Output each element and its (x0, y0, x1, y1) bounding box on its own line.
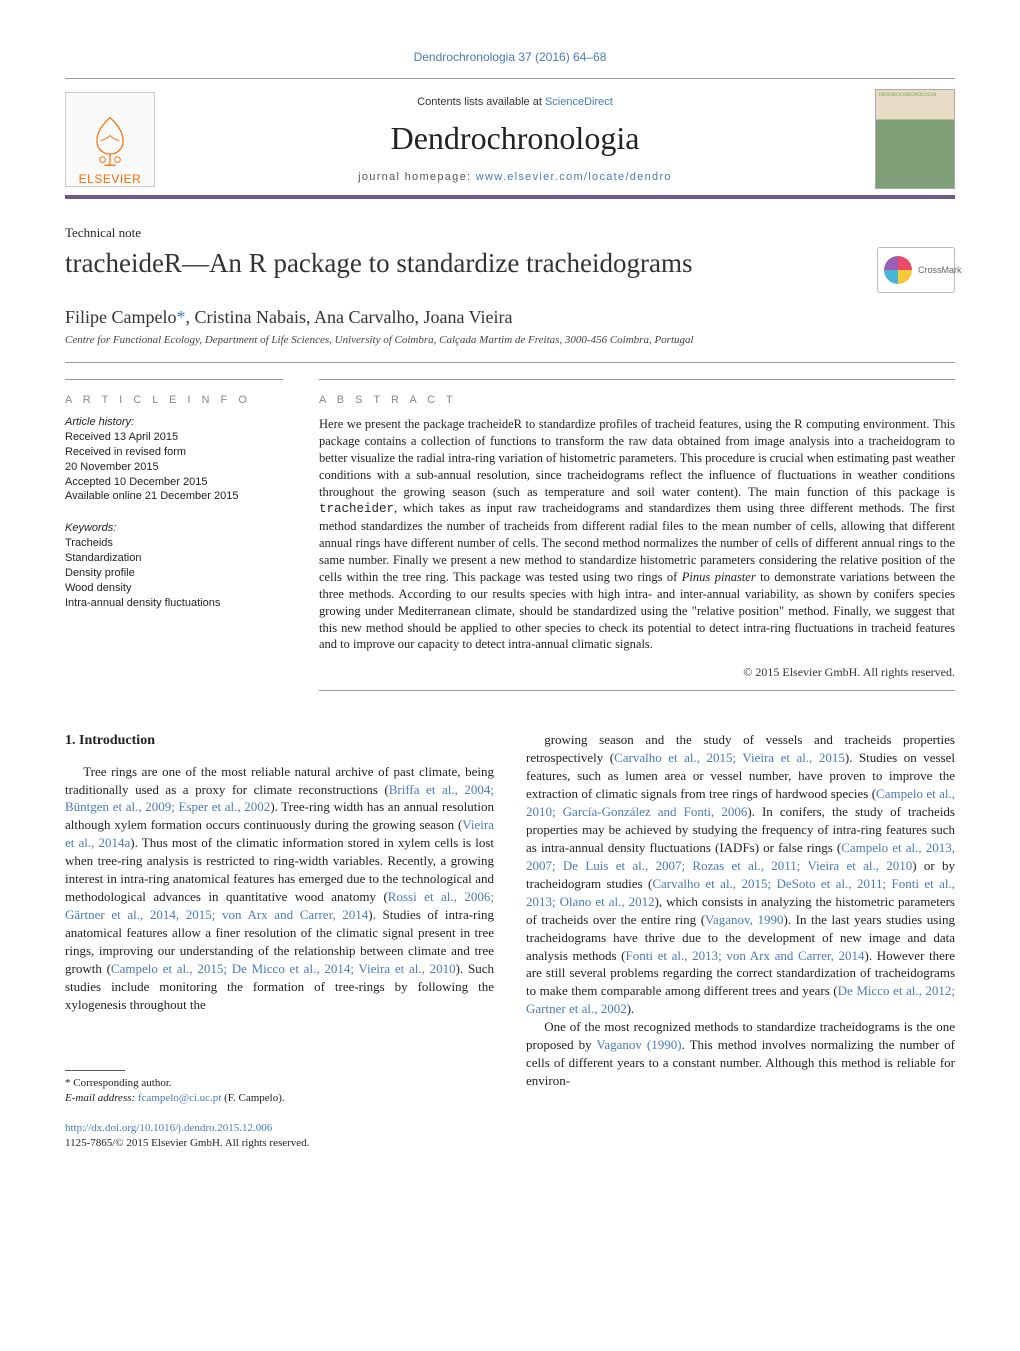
crossmark-label: CrossMark (918, 265, 962, 275)
footnote-rule (65, 1070, 125, 1071)
masthead-center: Contents lists available at ScienceDirec… (175, 96, 855, 183)
homepage-link[interactable]: www.elsevier.com/locate/dendro (476, 171, 672, 183)
title-row: tracheideR—An R package to standardize t… (65, 247, 955, 293)
article-info-heading: A R T I C L E I N F O (65, 394, 283, 406)
abstract-part: Here we present the package tracheideR t… (319, 417, 955, 499)
history-label: Article history: (65, 416, 283, 428)
elsevier-tree-icon (82, 113, 138, 169)
author-1[interactable]: Filipe Campelo (65, 307, 177, 327)
homepage-line: journal homepage: www.elsevier.com/locat… (175, 171, 855, 183)
issn-copyright: 1125-7865/© 2015 Elsevier GmbH. All righ… (65, 1136, 494, 1151)
abstract-column: A B S T R A C T Here we present the pack… (319, 379, 955, 691)
article-type: Technical note (65, 225, 955, 241)
corresponding-asterisk[interactable]: * (177, 307, 186, 327)
doi-block: http://dx.doi.org/10.1016/j.dendro.2015.… (65, 1121, 494, 1151)
article-info-column: A R T I C L E I N F O Article history: R… (65, 379, 283, 691)
homepage-prefix: journal homepage: (358, 171, 476, 183)
citation-link[interactable]: Fonti et al., 2013; von Arx and Carrer, … (626, 948, 865, 963)
body-paragraph: Tree rings are one of the most reliable … (65, 763, 494, 1014)
citation-link[interactable]: Vaganov (1990) (596, 1037, 681, 1052)
body-left-column: 1. Introduction Tree rings are one of th… (65, 731, 494, 1151)
journal-name: Dendrochronologia (175, 120, 855, 157)
elsevier-logo[interactable]: ELSEVIER (65, 92, 155, 187)
abstract-text: Here we present the package tracheideR t… (319, 416, 955, 653)
body-right-column: growing season and the study of vessels … (526, 731, 955, 1151)
body-columns: 1. Introduction Tree rings are one of th… (65, 731, 955, 1151)
email-line: E-mail address: fcampelo@ci.uc.pt (F. Ca… (65, 1091, 494, 1106)
abstract-copyright: © 2015 Elsevier GmbH. All rights reserve… (319, 665, 955, 680)
crossmark-badge[interactable]: CrossMark (877, 247, 955, 293)
cover-title: DENDROCHRONOLOGIA (879, 93, 951, 98)
history-line: Available online 21 December 2015 (65, 489, 283, 504)
keyword: Intra-annual density fluctuations (65, 596, 283, 611)
authors: Filipe Campelo*, Cristina Nabais, Ana Ca… (65, 307, 955, 328)
page: Dendrochronologia 37 (2016) 64–68 ELSEVI… (0, 0, 1020, 1191)
abstract-heading: A B S T R A C T (319, 394, 955, 406)
abstract-code: tracheider (319, 502, 394, 516)
citation-link[interactable]: Carvalho et al., 2015; Vieira et al., 20… (614, 750, 845, 765)
crossmark-icon (884, 256, 912, 284)
article-title: tracheideR—An R package to standardize t… (65, 247, 857, 279)
divider (65, 362, 955, 363)
contents-line: Contents lists available at ScienceDirec… (175, 96, 855, 108)
citation-header[interactable]: Dendrochronologia 37 (2016) 64–68 (65, 50, 955, 64)
body-paragraph: growing season and the study of vessels … (526, 731, 955, 1018)
affiliation: Centre for Functional Ecology, Departmen… (65, 334, 955, 346)
keyword: Density profile (65, 566, 283, 581)
corresponding-note: * Corresponding author. (65, 1076, 494, 1091)
keyword: Standardization (65, 551, 283, 566)
masthead: ELSEVIER Contents lists available at Sci… (65, 78, 955, 199)
citation-link[interactable]: Campelo et al., 2015; De Micco et al., 2… (111, 961, 456, 976)
history-line: 20 November 2015 (65, 460, 283, 475)
citation-link[interactable]: Vaganov, 1990 (705, 912, 783, 927)
body-paragraph: One of the most recognized methods to st… (526, 1018, 955, 1090)
text-run: ). (627, 1001, 635, 1016)
section-heading: 1. Introduction (65, 731, 494, 750)
history-line: Accepted 10 December 2015 (65, 475, 283, 490)
keywords-block: Keywords: Tracheids Standardization Dens… (65, 522, 283, 610)
contents-prefix: Contents lists available at (417, 96, 545, 108)
history-line: Received 13 April 2015 (65, 430, 283, 445)
elsevier-wordmark: ELSEVIER (79, 172, 142, 186)
keyword: Wood density (65, 581, 283, 596)
sciencedirect-link[interactable]: ScienceDirect (545, 96, 613, 108)
email-suffix: (F. Campelo). (221, 1092, 284, 1104)
keyword: Tracheids (65, 536, 283, 551)
email-link[interactable]: fcampelo@ci.uc.pt (138, 1092, 221, 1104)
authors-rest: , Cristina Nabais, Ana Carvalho, Joana V… (186, 307, 513, 327)
info-abstract-row: A R T I C L E I N F O Article history: R… (65, 371, 955, 691)
doi-link[interactable]: http://dx.doi.org/10.1016/j.dendro.2015.… (65, 1122, 272, 1134)
history-line: Received in revised form (65, 445, 283, 460)
keywords-label: Keywords: (65, 522, 283, 534)
abstract-species: Pinus pinaster (682, 570, 756, 584)
footnotes: * Corresponding author. E-mail address: … (65, 1070, 494, 1151)
divider (319, 690, 955, 691)
journal-cover-thumb[interactable]: DENDROCHRONOLOGIA (875, 89, 955, 189)
email-label: E-mail address: (65, 1092, 138, 1104)
